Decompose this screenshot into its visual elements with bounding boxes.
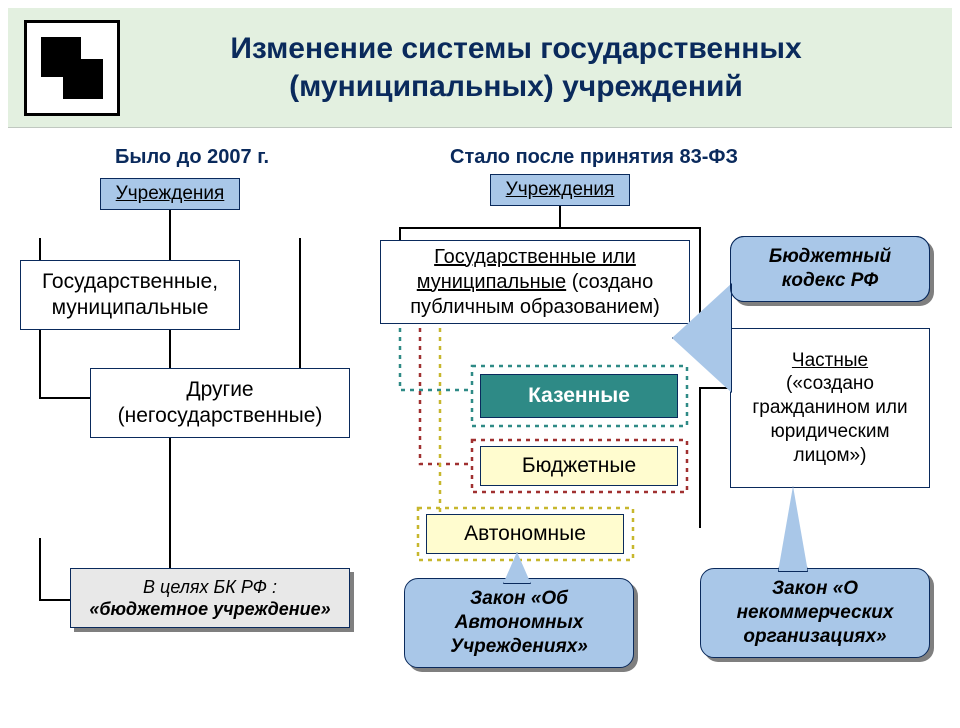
left-footnote-box: В целях БК РФ : «бюджетное учреждение» (70, 568, 350, 628)
logo (24, 20, 120, 116)
callout-bk: Бюджетный кодекс РФ (730, 236, 930, 302)
left-other-box: Другие (негосударственные) (90, 368, 350, 438)
right-gov-box: Государственные или муниципальные (созда… (380, 240, 690, 324)
left-gov-box: Государственные, муниципальные (20, 260, 240, 330)
callout-auto: Закон «Об Автономных Учреждениях» (404, 578, 634, 668)
diagram-canvas: Было до 2007 г. Учреждения Государственн… (0, 128, 960, 720)
avtonomnye-box: Автономные (426, 514, 624, 554)
callout-nko-pointer (778, 486, 808, 572)
callout-nko: Закон «О некоммерческих организациях» (700, 568, 930, 658)
slide-title: Изменение системы государственных (муниц… (120, 30, 952, 105)
left-institutions-box: Учреждения (100, 178, 240, 210)
callout-auto-pointer (503, 552, 531, 584)
right-institutions-box: Учреждения (490, 174, 630, 206)
left-heading: Было до 2007 г. (115, 146, 269, 169)
left-institutions-label: Учреждения (116, 182, 225, 206)
right-institutions-label: Учреждения (506, 178, 615, 202)
slide-header: Изменение системы государственных (муниц… (8, 8, 952, 128)
budgetnye-box: Бюджетные (480, 446, 678, 486)
right-heading: Стало после принятия 83-ФЗ (450, 146, 738, 169)
private-box: Частные («создано гражданином или юридич… (730, 328, 930, 488)
kazennye-box: Казенные (480, 374, 678, 418)
